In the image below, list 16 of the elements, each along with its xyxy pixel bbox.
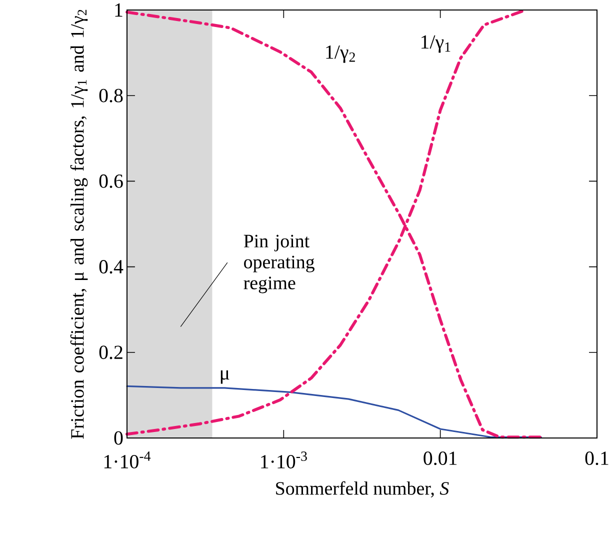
x-tick-label: 0.01 [424, 452, 457, 466]
y-tick-label: 0.8 [99, 88, 123, 102]
x-tick-label: 1·10$^{-4}$ [104, 452, 151, 468]
x-tick-label: 0.1 [585, 452, 608, 466]
y-tick-label: 0.4 [99, 260, 124, 274]
y-tick-label: 1 [115, 3, 122, 17]
series-label: 1/γ$_{2}$ [326, 45, 355, 63]
y-tick-label: 0 [114, 431, 123, 445]
y-axis-title: Friction coefficient, μ and scaling factors, 1/γ$_{1}$ and 1/γ$_{2}$ [70, 10, 88, 439]
y-tick-label: 0.6 [99, 174, 123, 188]
x-axis-title: Sommerfeld number, S [276, 481, 449, 498]
y-tick-label: 0.2 [99, 346, 122, 360]
series-label: μ [220, 370, 230, 384]
series-label: 1/γ$_{1}$ [422, 35, 450, 53]
x-tick-label: 1·10$^{-3}$ [261, 452, 307, 468]
band-label: Pin joint operating regime [244, 234, 314, 294]
